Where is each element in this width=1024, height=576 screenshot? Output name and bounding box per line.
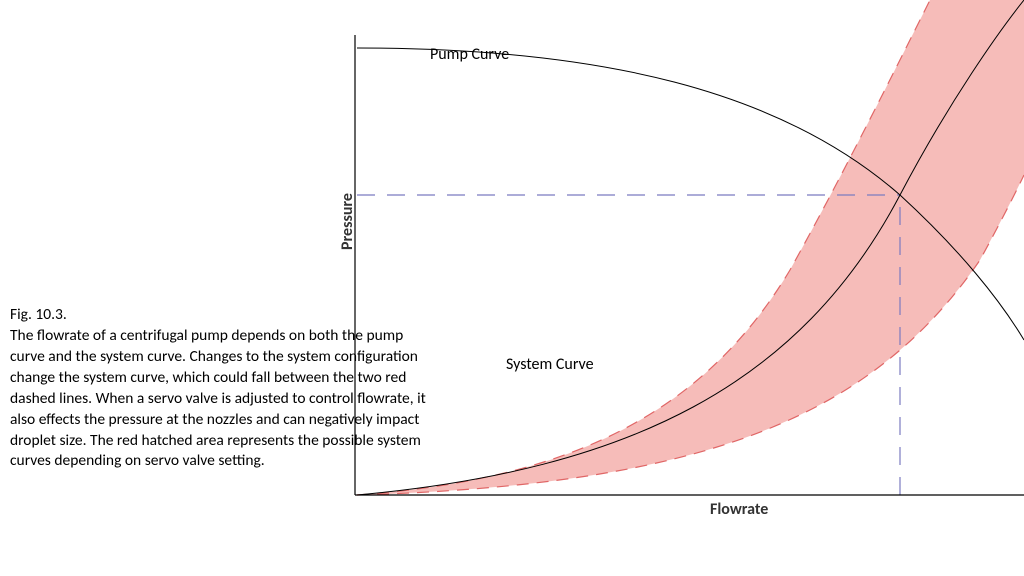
system-band-fill — [357, 0, 1024, 495]
y-axis-label: Pressure — [338, 193, 357, 250]
system-curve-label: System Curve — [506, 355, 594, 374]
pump-system-chart — [0, 0, 1024, 576]
pump-curve-label: Pump Curve — [430, 45, 509, 64]
chart-svg — [0, 0, 1024, 576]
x-axis-label: Flowrate — [710, 500, 768, 519]
